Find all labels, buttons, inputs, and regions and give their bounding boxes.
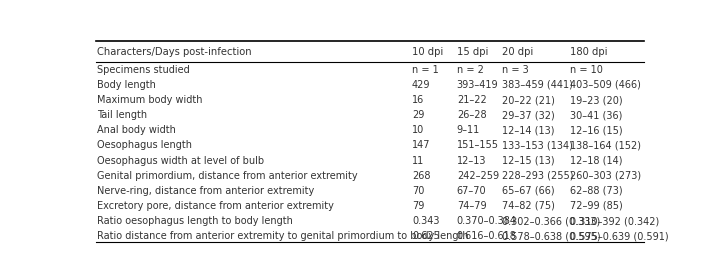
Text: 70: 70 (412, 186, 425, 196)
Text: 147: 147 (412, 140, 430, 150)
Text: 21–22: 21–22 (457, 95, 487, 105)
Text: 0.370–0.384: 0.370–0.384 (457, 216, 517, 226)
Text: 393–419: 393–419 (457, 80, 498, 90)
Text: 180 dpi: 180 dpi (570, 47, 608, 57)
Text: 30–41 (36): 30–41 (36) (570, 110, 622, 120)
Text: 383–459 (441): 383–459 (441) (502, 80, 573, 90)
Text: Body length: Body length (97, 80, 156, 90)
Text: Ratio distance from anterior extremity to genital primordium to body length: Ratio distance from anterior extremity t… (97, 231, 469, 241)
Text: n = 10: n = 10 (570, 65, 603, 75)
Text: 10: 10 (412, 125, 425, 135)
Text: Ratio oesophagus length to body length: Ratio oesophagus length to body length (97, 216, 293, 226)
Text: Excretory pore, distance from anterior extremity: Excretory pore, distance from anterior e… (97, 201, 334, 211)
Text: 26–28: 26–28 (457, 110, 487, 120)
Text: 0.616–0.618: 0.616–0.618 (457, 231, 517, 241)
Text: 429: 429 (412, 80, 430, 90)
Text: 19–23 (20): 19–23 (20) (570, 95, 623, 105)
Text: Nerve-ring, distance from anterior extremity: Nerve-ring, distance from anterior extre… (97, 186, 314, 196)
Text: 0.578–0.638 (0.595): 0.578–0.638 (0.595) (502, 231, 600, 241)
Text: 9–11: 9–11 (457, 125, 480, 135)
Text: 0.625: 0.625 (412, 231, 440, 241)
Text: 74–82 (75): 74–82 (75) (502, 201, 554, 211)
Text: Characters/Days post-infection: Characters/Days post-infection (97, 47, 251, 57)
Text: 138–164 (152): 138–164 (152) (570, 140, 641, 150)
Text: 403–509 (466): 403–509 (466) (570, 80, 641, 90)
Text: 12–14 (13): 12–14 (13) (502, 125, 554, 135)
Text: 242–259: 242–259 (457, 171, 499, 181)
Text: 151–155: 151–155 (457, 140, 499, 150)
Text: 29–37 (32): 29–37 (32) (502, 110, 554, 120)
Text: 72–99 (85): 72–99 (85) (570, 201, 623, 211)
Text: 20 dpi: 20 dpi (502, 47, 533, 57)
Text: 12–15 (13): 12–15 (13) (502, 156, 554, 165)
Text: 11: 11 (412, 156, 425, 165)
Text: 133–153 (134): 133–153 (134) (502, 140, 573, 150)
Text: 12–13: 12–13 (457, 156, 486, 165)
Text: Maximum body width: Maximum body width (97, 95, 202, 105)
Text: n = 2: n = 2 (457, 65, 484, 75)
Text: n = 1: n = 1 (412, 65, 439, 75)
Text: 0.343: 0.343 (412, 216, 440, 226)
Text: 74–79: 74–79 (457, 201, 487, 211)
Text: 62–88 (73): 62–88 (73) (570, 186, 623, 196)
Text: 12–16 (15): 12–16 (15) (570, 125, 623, 135)
Text: 12–18 (14): 12–18 (14) (570, 156, 623, 165)
Text: 29: 29 (412, 110, 425, 120)
Text: 0.302–0.366 (0.333): 0.302–0.366 (0.333) (502, 216, 600, 226)
Text: Anal body width: Anal body width (97, 125, 176, 135)
Text: 10 dpi: 10 dpi (412, 47, 443, 57)
Text: Tail length: Tail length (97, 110, 147, 120)
Text: 20–22 (21): 20–22 (21) (502, 95, 554, 105)
Text: 228–293 (255): 228–293 (255) (502, 171, 573, 181)
Text: Oesophagus width at level of bulb: Oesophagus width at level of bulb (97, 156, 264, 165)
Text: 260–303 (273): 260–303 (273) (570, 171, 641, 181)
Text: Genital primordium, distance from anterior extremity: Genital primordium, distance from anteri… (97, 171, 357, 181)
Text: 67–70: 67–70 (457, 186, 487, 196)
Text: 268: 268 (412, 171, 430, 181)
Text: 0.575–0.639 (0.591): 0.575–0.639 (0.591) (570, 231, 669, 241)
Text: 65–67 (66): 65–67 (66) (502, 186, 554, 196)
Text: Oesophagus length: Oesophagus length (97, 140, 192, 150)
Text: 79: 79 (412, 201, 425, 211)
Text: 0.310–392 (0.342): 0.310–392 (0.342) (570, 216, 660, 226)
Text: Specimens studied: Specimens studied (97, 65, 190, 75)
Text: 15 dpi: 15 dpi (457, 47, 488, 57)
Text: n = 3: n = 3 (502, 65, 529, 75)
Text: 16: 16 (412, 95, 425, 105)
